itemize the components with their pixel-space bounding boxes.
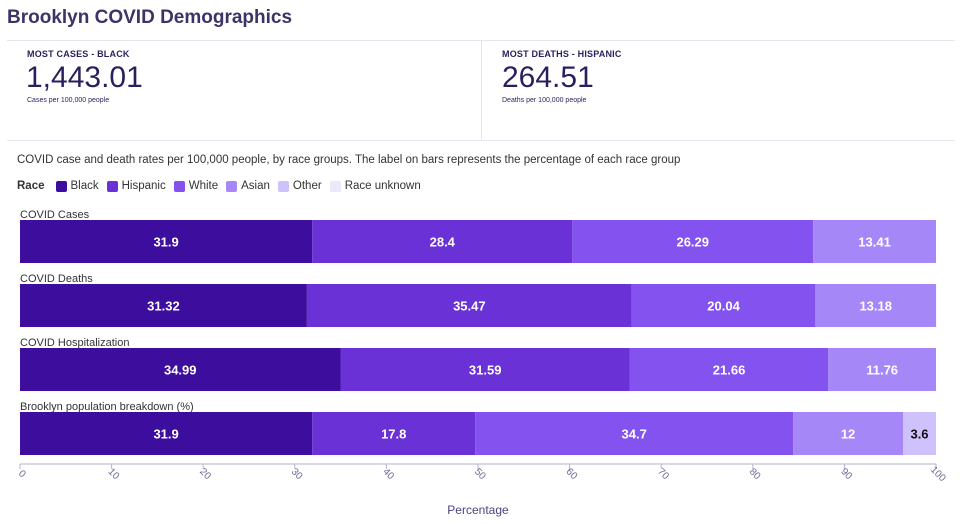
bar-segment-white <box>629 348 829 391</box>
stacked-bar-chart: COVID Cases 31.9 28.4 26.29 13.41 COVID Death… <box>16 209 948 517</box>
kpi-subtitle: Cases per 100,000 people <box>27 97 110 104</box>
x-tick-label: 80 <box>747 466 763 482</box>
data-label: 13.41 <box>858 235 891 250</box>
legend-item-other[interactable]: Other <box>277 180 322 192</box>
legend-label: Hispanic <box>121 180 166 192</box>
x-axis-title: Percentage <box>447 503 509 517</box>
data-label: 17.8 <box>381 427 406 442</box>
x-tick-label: 20 <box>197 466 213 482</box>
x-tick-label: 90 <box>838 466 854 482</box>
bar-segment-asian <box>793 412 904 455</box>
x-tick-label: 0 <box>16 468 28 480</box>
bar-segment-black <box>20 284 307 327</box>
legend-swatch <box>329 180 341 192</box>
x-tick-label: 10 <box>106 466 122 482</box>
x-tick-label: 60 <box>564 466 580 482</box>
kpi-most-cases: MOST CASES - BLACK 1,443.01 Cases per 10… <box>7 41 482 140</box>
data-label: 31.32 <box>147 299 180 314</box>
legend-item-white[interactable]: White <box>173 180 219 192</box>
data-label: 34.99 <box>164 363 197 378</box>
data-label: 28.4 <box>430 235 456 250</box>
legend-item-hispanic[interactable]: Hispanic <box>106 180 166 192</box>
kpi-value: 1,443.01 <box>26 61 143 94</box>
bar-segment-black <box>20 412 313 455</box>
legend-swatch <box>55 180 67 192</box>
bar-segment-black <box>20 220 313 263</box>
data-label: 13.18 <box>859 299 892 314</box>
chart-description: COVID case and death rates per 100,000 p… <box>17 154 681 166</box>
bar-segment-white <box>475 412 794 455</box>
bar-segment-white <box>631 284 816 327</box>
bar-segment-hispanic <box>306 284 632 327</box>
bar-segment-hispanic <box>312 220 573 263</box>
category-label: COVID Cases <box>20 209 90 221</box>
x-tick-label: 30 <box>289 466 305 482</box>
legend-label: Race unknown <box>344 180 421 192</box>
data-label: 26.29 <box>676 235 709 250</box>
data-label: 31.9 <box>153 427 178 442</box>
bar-segment-black <box>20 348 341 391</box>
x-tick-label: 50 <box>472 466 488 482</box>
legend-label: Other <box>292 180 322 192</box>
data-label: 12 <box>841 427 855 442</box>
x-tick-label: 70 <box>655 466 671 482</box>
divider <box>7 40 955 41</box>
data-label: 20.04 <box>707 299 740 314</box>
divider <box>7 140 955 141</box>
legend-swatch <box>226 180 238 192</box>
x-tick-label: 100 <box>928 464 948 484</box>
legend-swatch <box>106 180 118 192</box>
data-label: 21.66 <box>713 363 746 378</box>
kpi-row: MOST CASES - BLACK 1,443.01 Cases per 10… <box>7 41 955 140</box>
category-label: COVID Deaths <box>20 273 93 285</box>
category-label: COVID Hospitalization <box>20 337 129 349</box>
data-label: 34.7 <box>622 427 647 442</box>
bar-segment-other <box>903 412 936 455</box>
category-label: Brooklyn population breakdown (%) <box>20 401 194 413</box>
legend-swatch <box>277 180 289 192</box>
kpi-label: MOST DEATHS - HISPANIC <box>502 49 622 59</box>
kpi-most-deaths: MOST DEATHS - HISPANIC 264.51 Deaths per… <box>482 41 952 140</box>
bar-segment-hispanic <box>312 412 476 455</box>
legend-label: Asian <box>241 180 270 192</box>
bar-segment-asian <box>828 348 936 391</box>
legend-item-black[interactable]: Black <box>55 180 99 192</box>
data-label: 3.6 <box>910 427 928 442</box>
legend-label: Black <box>70 180 99 192</box>
legend-swatch <box>173 180 185 192</box>
kpi-label: MOST CASES - BLACK <box>27 49 130 59</box>
legend-title: Race <box>17 180 45 192</box>
bar-segment-white <box>572 220 814 263</box>
page-title: Brooklyn COVID Demographics <box>7 7 293 28</box>
chart-legend: Race Black Hispanic White Asian Other Ra… <box>17 178 429 194</box>
legend-item-asian[interactable]: Asian <box>226 180 270 192</box>
x-tick-label: 40 <box>380 466 396 482</box>
bar-segment-asian <box>813 220 936 263</box>
bar-segment-asian <box>815 284 937 327</box>
data-label: 31.9 <box>153 235 178 250</box>
legend-label: White <box>188 180 219 192</box>
data-label: 31.59 <box>469 363 502 378</box>
data-label: 11.76 <box>866 363 898 378</box>
data-label: 35.47 <box>453 299 486 314</box>
bar-segment-hispanic <box>340 348 630 391</box>
kpi-subtitle: Deaths per 100,000 people <box>502 97 587 104</box>
legend-item-race-unknown[interactable]: Race unknown <box>329 180 421 192</box>
kpi-value: 264.51 <box>502 61 594 94</box>
